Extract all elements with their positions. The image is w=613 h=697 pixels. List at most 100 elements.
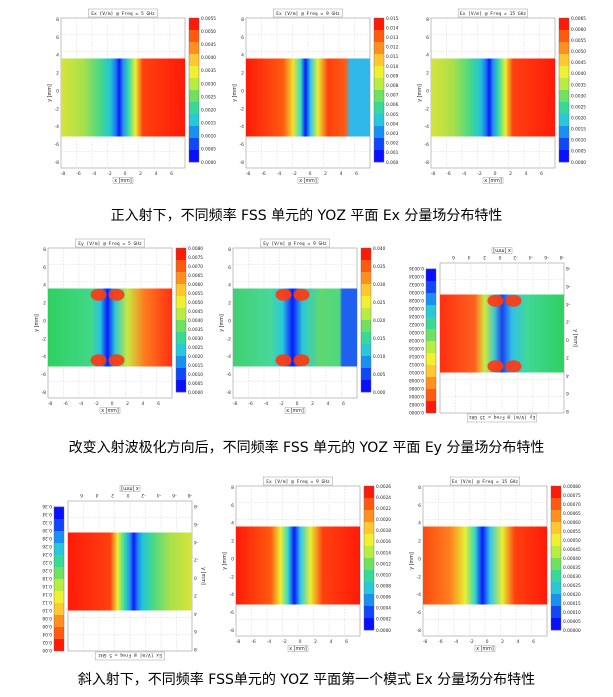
colorbar-swatch (426, 388, 436, 401)
colorbar-label: 0.0065 (188, 273, 203, 279)
colorbar-label: 0.0012 (376, 561, 391, 567)
field-band (236, 526, 360, 605)
x-tick-label: -4 (92, 171, 97, 177)
x-tick-label: 4 (142, 401, 145, 407)
colorbar-label: 0.0040 (201, 55, 216, 61)
plot-title: Ex [V/m] @ Freq = 15 GHz (452, 479, 519, 485)
x-tick-label: -6 (438, 639, 443, 645)
colorbar-label: 0.00030 (563, 574, 581, 580)
y-tick-label: -2 (230, 574, 235, 580)
x-tick-label: 2 (501, 639, 504, 645)
colorbar-swatch (189, 126, 199, 139)
colorbar-label: 0.0026 (409, 305, 424, 311)
colorbar-label: 0.0020 (409, 329, 424, 335)
y-tick-label: 8 (231, 485, 234, 491)
colorbar-label: 0.0016 (376, 539, 391, 545)
plot-title: Ex [V/m] @ Freq = 5 GHz (98, 652, 162, 658)
colorbar-label: 0.0018 (409, 337, 424, 343)
field-plot-ex-9ghz-normal: Ex [V/m] @ Freq = 9 GHz -8 -6 -4 -2 0 2 4 6 x [mm… (232, 8, 404, 193)
colorbar-label: 0.007 (386, 93, 399, 99)
plot-title: Ex [V/m] @ Freq = 5 GHz (91, 11, 155, 17)
colorbar-label: 0.00015 (563, 601, 581, 607)
colorbar-swatch (361, 332, 371, 345)
colorbar-label: 0.0008 (409, 377, 424, 383)
colorbar-label: 0.0060 (188, 282, 203, 288)
x-tick-label: 0 (486, 639, 489, 645)
colorbar-label: 0.0050 (188, 300, 203, 306)
x-tick-label: 4 (330, 639, 333, 645)
colorbar-swatch (361, 344, 371, 357)
field-plot-ex-15ghz-oblique: Ex [V/m] @ Freq = 15 GHz -8 -6 -4 -2 0 2 4 6 x [m… (409, 476, 581, 661)
colorbar-swatch (374, 66, 384, 79)
y-axis-label: y [mm] (222, 552, 228, 570)
colorbar-swatch (361, 320, 371, 333)
x-tick-label: 6 (170, 171, 173, 177)
x-label-box (119, 485, 141, 492)
y-tick-label: 8 (194, 646, 197, 652)
colorbar-label: 0.04 (42, 631, 52, 637)
y-tick-label: -8 (230, 628, 235, 634)
colorbar-swatch (374, 90, 384, 103)
colorbar-swatch (189, 42, 199, 55)
field-band (48, 288, 172, 367)
colorbar-label: 0.06 (42, 623, 52, 629)
colorbar-frame (53, 506, 65, 652)
y-tick-label: 8 (566, 408, 569, 414)
colorbar-label: 0.0008 (376, 583, 391, 589)
colorbar-label: 0.32 (42, 519, 52, 525)
y-tick-label: -4 (194, 539, 199, 545)
colorbar-swatch (374, 138, 384, 151)
field-plot-svg: Ex [V/m] @ Freq = 5 GHz -8 -6 -4 -2 0 2 4 6 x [mm… (47, 8, 216, 184)
colorbar-swatch (189, 18, 199, 31)
y-axis-label: y [mm] (417, 84, 423, 102)
colorbar-swatch (176, 296, 186, 309)
x-axis-label: x [mm] (286, 408, 304, 414)
colorbar-label: 0.0005 (571, 149, 586, 155)
colorbar-label: 0.0010 (571, 138, 586, 144)
colorbar-label: 0.00055 (563, 529, 581, 535)
x-tick-label: -8 (48, 401, 53, 407)
x-tick-label: -6 (544, 254, 549, 260)
colorbar-label: 0.0000 (409, 409, 424, 415)
colorbar-swatch (176, 284, 186, 297)
x-tick-label: -8 (236, 639, 241, 645)
colorbar-label: 0.0055 (571, 38, 586, 44)
colorbar-swatch (426, 340, 436, 353)
field-plot-ex-15ghz-normal: Ex [V/m] @ Freq = 15 GHz -8 -6 -4 -2 0 2 4 6 x [m… (417, 8, 589, 193)
x-axis-label: x [mm] (484, 178, 502, 184)
field-hotspot (275, 354, 292, 367)
colorbar-label: 0.00025 (563, 583, 581, 589)
colorbar-label: 0.0022 (376, 506, 391, 512)
x-label-box (482, 177, 504, 184)
colorbar-label: 0.030 (373, 282, 386, 288)
colorbar-swatch (559, 138, 569, 151)
colorbar-label: 0.0024 (376, 495, 391, 501)
colorbar-label: 0.0000 (571, 160, 586, 166)
x-tick-label: 4 (327, 401, 330, 407)
colorbar-label: 0.0035 (201, 68, 216, 74)
colorbar-swatch (364, 582, 374, 595)
colorbar-label: 0.20 (42, 567, 52, 573)
colorbar-swatch (374, 78, 384, 91)
colorbar-swatch (551, 486, 561, 499)
colorbar-label: 0.0005 (188, 381, 203, 387)
colorbar-swatch (54, 578, 64, 591)
colorbar-label: 0.0040 (571, 71, 586, 77)
colorbar-label: 0.00045 (563, 547, 581, 553)
colorbar-label: 0.10 (42, 607, 52, 613)
colorbar-label: 0.040 (373, 246, 386, 252)
colorbar-swatch (364, 618, 374, 631)
y-tick-label: 6 (194, 628, 197, 634)
y-tick-label: 4 (43, 283, 46, 289)
colorbar-swatch (426, 316, 436, 329)
colorbar-swatch (361, 368, 371, 381)
y-tick-label: -6 (230, 610, 235, 616)
colorbar-label: 0.00040 (563, 556, 581, 562)
colorbar-swatch (54, 506, 64, 519)
y-tick-label: 6 (228, 265, 231, 271)
plot-title: Ex [V/m] @ Freq = 9 GHz (276, 11, 340, 17)
y-tick-label: -2 (240, 106, 245, 112)
colorbar-swatch (364, 546, 374, 559)
colorbar-label: 0.0060 (571, 27, 586, 33)
y-tick-label: -8 (55, 160, 60, 166)
